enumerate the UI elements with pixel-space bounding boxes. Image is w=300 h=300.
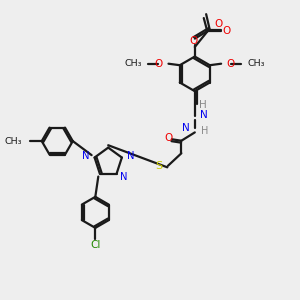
Text: O: O: [227, 59, 235, 69]
Text: H: H: [201, 126, 208, 136]
Text: S: S: [155, 161, 163, 171]
Text: N: N: [82, 151, 89, 161]
Text: O: O: [214, 19, 222, 29]
Text: N: N: [200, 110, 208, 120]
Text: CH₃: CH₃: [125, 59, 142, 68]
Text: CH₃: CH₃: [247, 59, 265, 68]
Text: O: O: [165, 134, 173, 143]
Text: H: H: [199, 100, 207, 110]
Text: O: O: [154, 59, 163, 69]
Text: CH₃: CH₃: [5, 136, 22, 146]
Text: Cl: Cl: [90, 240, 101, 250]
Text: O: O: [189, 36, 197, 46]
Text: N: N: [120, 172, 127, 182]
Text: N: N: [182, 123, 189, 133]
Text: O: O: [223, 26, 231, 37]
Text: N: N: [127, 151, 134, 161]
